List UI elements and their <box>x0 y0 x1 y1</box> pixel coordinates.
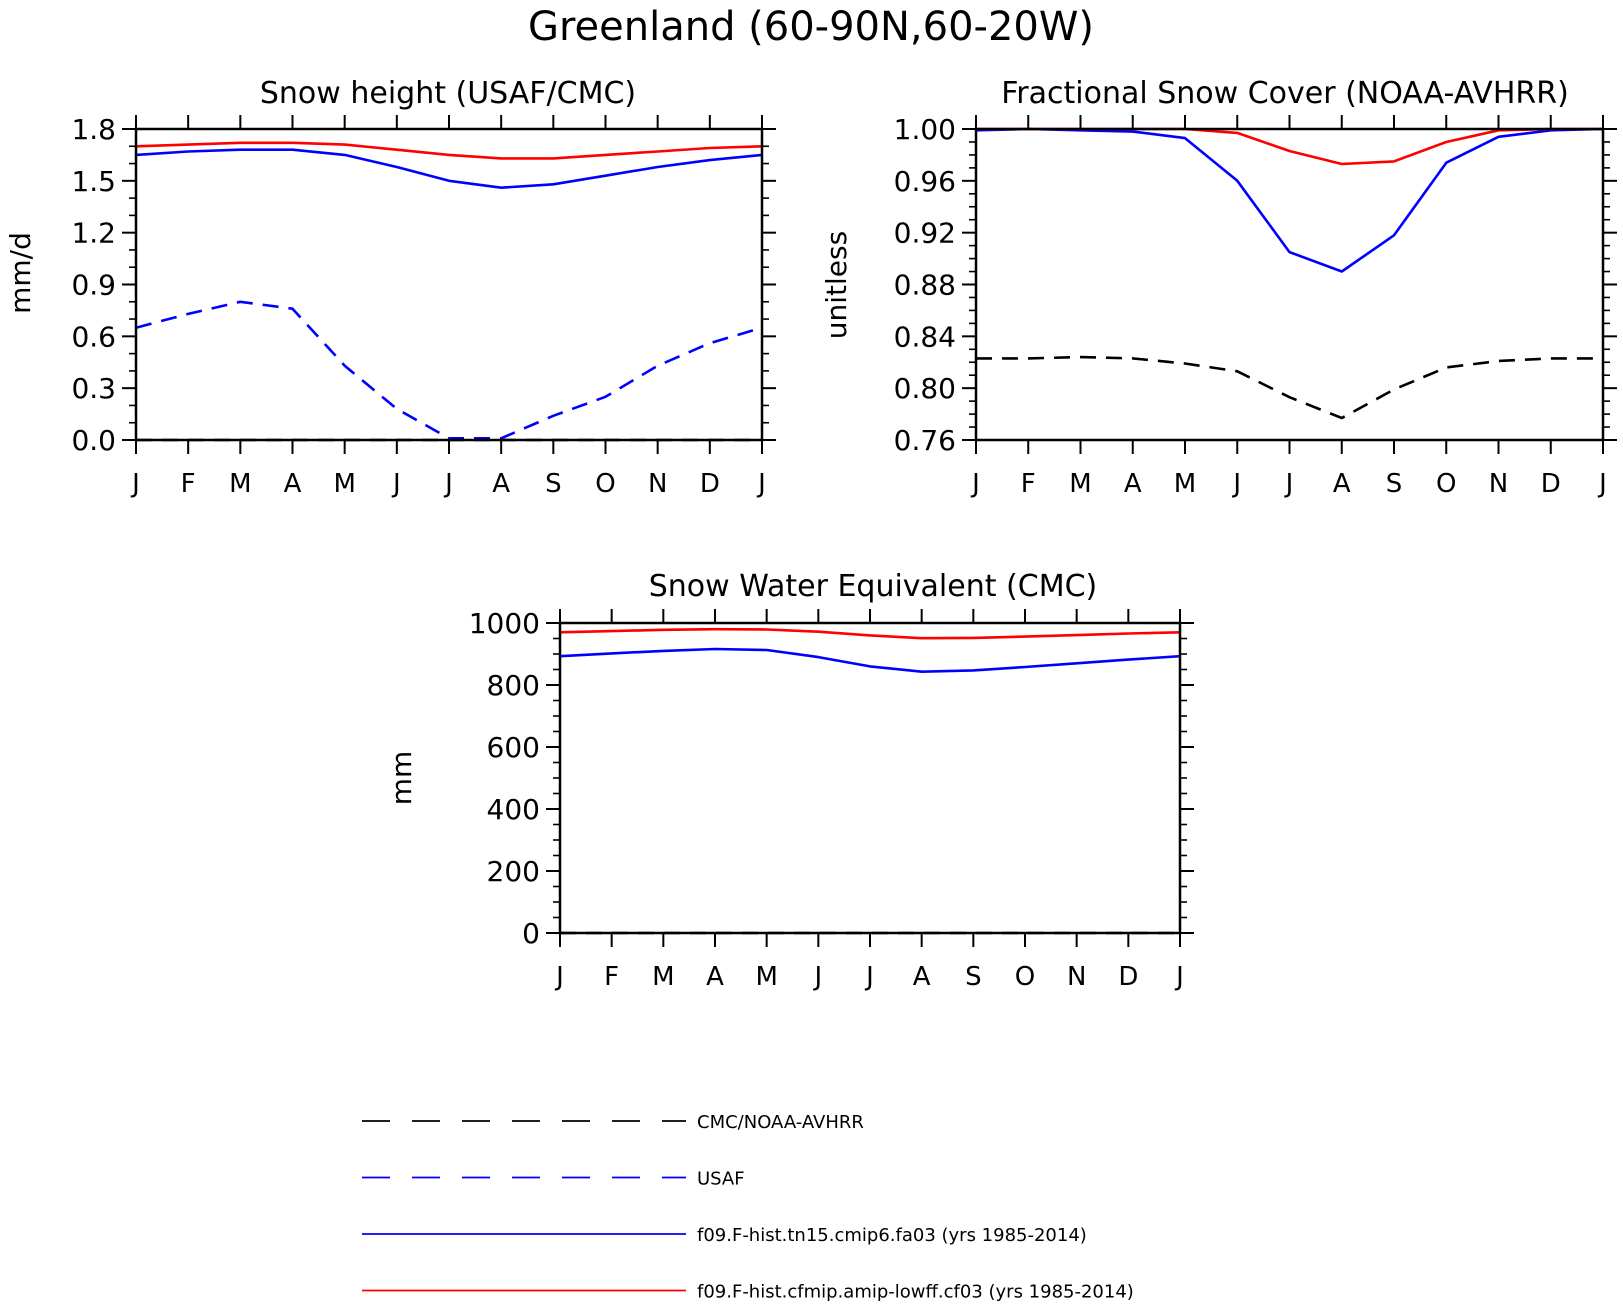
x-tick-label: A <box>1333 469 1351 499</box>
x-tick-label: A <box>913 962 931 992</box>
y-tick-label: 1.5 <box>71 165 116 198</box>
x-tick-label: J <box>1231 469 1241 499</box>
x-tick-label: F <box>181 469 196 499</box>
snow-height-panel: Snow height (USAF/CMC) mm/d 0.0 0.3 0.6 0.9… <box>4 76 776 499</box>
x-tick-label: N <box>648 469 667 499</box>
x-tick-label: D <box>1541 469 1561 499</box>
legend-label: f09.F-hist.tn15.cmip6.fa03 (yrs 1985-201… <box>697 1225 1087 1246</box>
legend: CMC/NOAA-AVHRR USAF f09.F-hist.tn15.cmip6.… <box>362 1112 1134 1303</box>
x-tick-label: S <box>545 469 562 499</box>
x-tick-label: J <box>130 469 140 499</box>
y-tick-label: 600 <box>487 731 540 764</box>
x-tick-label: J <box>1597 469 1607 499</box>
x-tick-label: A <box>706 962 724 992</box>
x-tick-label: J <box>864 962 874 992</box>
series-line-obs_cmc <box>976 355 1603 420</box>
swe-panel: Snow Water Equivalent (CMC) mm 0 200 400 60… <box>385 569 1194 992</box>
x-tick-label: N <box>1067 962 1086 992</box>
x-tick-label: J <box>970 469 980 499</box>
x-tick-label: O <box>1436 469 1456 499</box>
series-line-model_tn15 <box>559 647 1181 674</box>
x-tick-label: M <box>229 469 251 499</box>
x-tick-label: A <box>284 469 302 499</box>
x-tick-label: M <box>652 962 674 992</box>
y-tick-label: 0.80 <box>894 372 956 405</box>
x-tick-label: J <box>1284 469 1294 499</box>
x-tick-label: F <box>604 962 619 992</box>
y-tick-label: 1000 <box>469 607 540 640</box>
y-tick-label: 0.6 <box>71 320 116 353</box>
legend-label: f09.F-hist.cfmip.amip-lowff.cf03 (yrs 19… <box>697 1282 1134 1303</box>
main-title: Greenland (60-90N,60-20W) <box>528 4 1094 50</box>
x-tick-label: J <box>1174 962 1184 992</box>
x-tick-label: M <box>755 962 777 992</box>
x-tick-label: D <box>700 469 720 499</box>
y-tick-label: 0.84 <box>894 320 956 353</box>
legend-label: CMC/NOAA-AVHRR <box>697 1112 864 1133</box>
x-tick-label: O <box>1015 962 1035 992</box>
panel-title: Snow Water Equivalent (CMC) <box>649 569 1097 604</box>
x-tick-label: J <box>443 469 453 499</box>
y-axis-label: mm/d <box>4 232 37 314</box>
series-line-model_tn15 <box>135 148 763 189</box>
x-tick-label: F <box>1021 469 1036 499</box>
y-tick-label: 0.92 <box>894 217 956 250</box>
panel-title: Fractional Snow Cover (NOAA-AVHRR) <box>1001 76 1569 111</box>
y-tick-label: 0.88 <box>894 269 956 302</box>
x-tick-label: S <box>1386 469 1403 499</box>
x-tick-label: O <box>595 469 615 499</box>
y-tick-label: 0.0 <box>71 424 116 457</box>
y-tick-label: 0.9 <box>71 269 116 302</box>
legend-label: USAF <box>697 1169 745 1190</box>
x-tick-label: J <box>554 962 564 992</box>
x-tick-label: D <box>1118 962 1138 992</box>
y-tick-label: 1.2 <box>71 217 116 250</box>
y-tick-label: 0.3 <box>71 372 116 405</box>
x-tick-label: J <box>812 962 822 992</box>
x-tick-label: A <box>492 469 510 499</box>
y-tick-label: 200 <box>487 855 540 888</box>
snow-cover-panel: Fractional Snow Cover (NOAA-AVHRR) unitl… <box>820 76 1617 499</box>
x-tick-label: M <box>1069 469 1091 499</box>
y-tick-label: 0.76 <box>894 424 956 457</box>
y-tick-label: 0.96 <box>894 165 956 198</box>
y-tick-label: 1.00 <box>894 113 956 146</box>
x-tick-label: J <box>756 469 766 499</box>
x-tick-label: M <box>333 469 355 499</box>
y-axis-label: mm <box>385 751 418 806</box>
plot-frame <box>974 127 1605 442</box>
y-tick-label: 400 <box>487 793 540 826</box>
y-tick-label: 1.8 <box>71 113 116 146</box>
panel-title: Snow height (USAF/CMC) <box>260 76 636 111</box>
x-tick-label: N <box>1489 469 1508 499</box>
plot-frame <box>134 127 764 442</box>
x-tick-label: S <box>965 962 982 992</box>
y-tick-label: 0 <box>522 917 540 950</box>
series-line-model_amip <box>559 627 1181 640</box>
series-line-usaf <box>135 300 763 440</box>
x-tick-label: M <box>1174 469 1196 499</box>
x-tick-label: A <box>1124 469 1142 499</box>
y-tick-label: 800 <box>487 669 540 702</box>
series-line-model_amip <box>135 141 763 160</box>
x-tick-label: J <box>391 469 401 499</box>
plot-frame <box>558 621 1182 935</box>
y-axis-label: unitless <box>820 231 853 339</box>
